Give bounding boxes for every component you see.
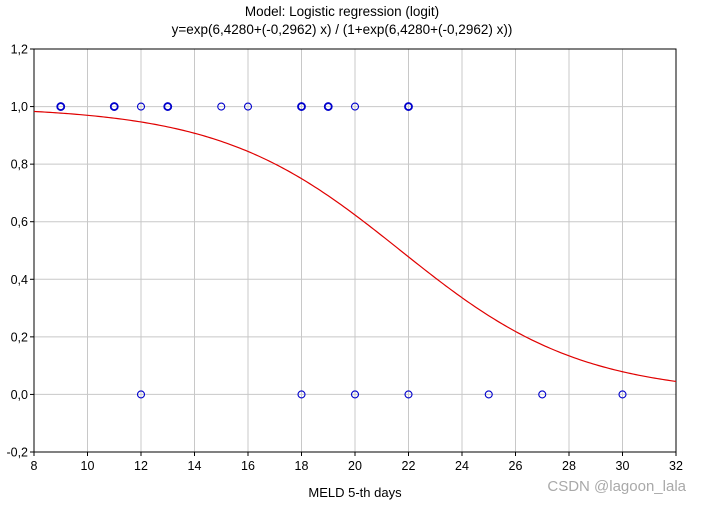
data-point: [323, 102, 333, 111]
x-tick-label: 12: [134, 459, 148, 473]
x-tick-label: 32: [669, 459, 683, 473]
y-tick-label: 0,8: [11, 158, 28, 172]
grid-lines: [34, 49, 676, 452]
chart-title: Model: Logistic regression (logit): [245, 4, 439, 19]
data-point: [404, 390, 413, 399]
y-tick-label: 0,4: [11, 273, 28, 287]
x-axis-ticks: 8 10 12 14 16 18 20 22 24 26 28 30 32: [31, 452, 683, 473]
data-points: [56, 102, 627, 399]
chart-subtitle: y=exp(6,4280+(-0,2962) x) / (1+exp(6,428…: [172, 22, 513, 37]
x-tick-label: 22: [402, 459, 416, 473]
x-tick-label: 24: [455, 459, 469, 473]
x-axis-label: MELD 5-th days: [308, 485, 402, 500]
y-tick-label: 0,6: [11, 215, 28, 229]
data-point: [163, 102, 173, 111]
data-point: [404, 102, 413, 111]
x-tick-label: 20: [348, 459, 362, 473]
y-tick-label: 1,2: [11, 43, 28, 57]
data-point: [136, 390, 146, 399]
data-point: [484, 390, 493, 399]
data-point: [350, 390, 360, 399]
x-tick-label: 30: [616, 459, 630, 473]
data-point: [350, 102, 360, 111]
data-point: [136, 102, 146, 111]
x-tick-label: 26: [509, 459, 523, 473]
y-axis-ticks: -0,2 0,0 0,2 0,4 0,6 0,8 1,0 1,2: [6, 43, 34, 460]
data-point: [217, 102, 226, 111]
y-tick-label: 0,2: [11, 330, 28, 344]
x-tick-label: 8: [31, 459, 38, 473]
data-point: [56, 102, 66, 111]
watermark: CSDN @lagoon_lala: [547, 478, 686, 495]
x-tick-label: 28: [562, 459, 576, 473]
x-tick-label: 18: [295, 459, 309, 473]
logistic-fit-curve: [33, 110, 677, 383]
data-point: [243, 102, 253, 111]
y-tick-label: -0,2: [6, 446, 28, 460]
data-point: [538, 390, 547, 399]
y-tick-label: 1,0: [11, 100, 28, 114]
data-point: [297, 390, 306, 399]
data-point: [618, 390, 627, 399]
x-tick-label: 10: [81, 459, 95, 473]
data-point: [297, 102, 306, 111]
y-tick-label: 0,0: [11, 388, 28, 402]
data-point: [109, 102, 119, 111]
x-tick-label: 14: [188, 459, 202, 473]
x-tick-label: 16: [241, 459, 255, 473]
